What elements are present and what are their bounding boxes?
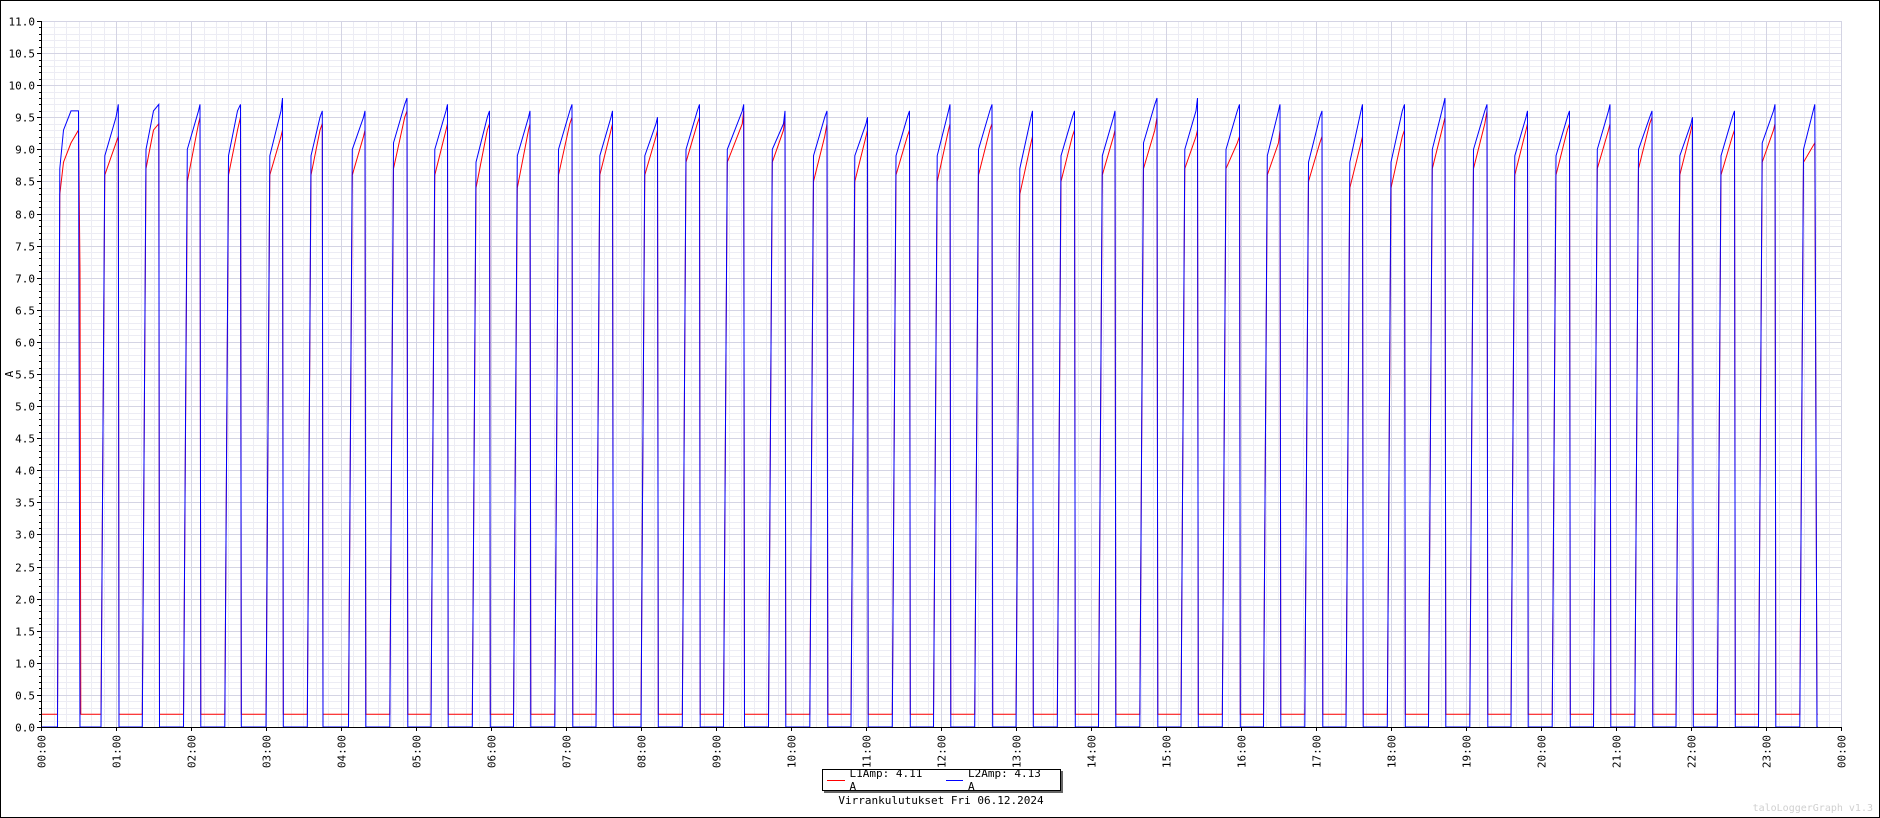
x-tick-label: 10:00 [786, 735, 799, 768]
x-tick-label: 16:00 [1236, 735, 1249, 768]
x-tick-label: 13:00 [1011, 735, 1024, 768]
y-tick-label: 9.0 [15, 144, 35, 157]
y-tick-label: 1.0 [15, 658, 35, 671]
y-tick-label: 11.0 [9, 16, 36, 29]
x-tick-label: 21:00 [1611, 735, 1624, 768]
legend-entry-l1: L1Amp: 4.11 A [827, 767, 934, 793]
y-tick-label: 4.0 [15, 465, 35, 478]
y-tick-label: 5.0 [15, 401, 35, 414]
x-tick-label: 23:00 [1761, 735, 1774, 768]
x-tick-label: 12:00 [936, 735, 949, 768]
x-tick-label: 00:00 [36, 735, 49, 768]
y-tick-label: 1.5 [15, 626, 35, 639]
y-tick-label: 2.0 [15, 594, 35, 607]
x-tick-label: 15:00 [1161, 735, 1174, 768]
y-tick-label: 0.5 [15, 690, 35, 703]
x-tick-label: 19:00 [1461, 735, 1474, 768]
y-tick-label: 3.0 [15, 529, 35, 542]
chart-caption: Virrankulutukset Fri 06.12.2024 [838, 794, 1044, 807]
x-tick-label: 07:00 [561, 735, 574, 768]
y-tick-label: 0.0 [15, 722, 35, 735]
x-tick-label: 09:00 [711, 735, 724, 768]
watermark: taloLoggerGraph v1.3 [1752, 803, 1873, 814]
x-tick-label: 18:00 [1386, 735, 1399, 768]
x-tick-label: 04:00 [336, 735, 349, 768]
legend-swatch-l2 [945, 779, 964, 781]
x-tick-label: 02:00 [186, 735, 199, 768]
x-tick-label: 08:00 [636, 735, 649, 768]
y-tick-label: 7.0 [15, 273, 35, 286]
x-tick-label: 17:00 [1311, 735, 1324, 768]
y-axis-label: A [3, 370, 16, 377]
y-tick-label: 3.5 [15, 497, 35, 510]
y-tick-label: 6.5 [15, 305, 35, 318]
x-tick-label: 06:00 [486, 735, 499, 768]
x-tick-label: 05:00 [411, 735, 424, 768]
x-tick-label: 00:00 [1836, 735, 1849, 768]
legend-swatch-l1 [827, 779, 845, 781]
x-tick-label: 14:00 [1086, 735, 1099, 768]
series-line-2 [41, 97, 1818, 728]
y-tick-label: 9.5 [15, 112, 35, 125]
x-tick-label: 20:00 [1536, 735, 1549, 768]
y-tick-label: 8.0 [15, 209, 35, 222]
x-tick-label: 22:00 [1686, 735, 1699, 768]
y-tick-label: 5.5 [15, 369, 35, 382]
y-tick-label: 6.0 [15, 337, 35, 350]
x-tick-label: 01:00 [111, 735, 124, 768]
x-tick-label: 03:00 [261, 735, 274, 768]
y-tick-label: 7.5 [15, 241, 35, 254]
legend: L1Amp: 4.11 A L2Amp: 4.13 A [822, 767, 1061, 793]
y-tick-label: 10.5 [9, 48, 36, 61]
legend-label-l1: L1Amp: 4.11 A [849, 767, 923, 793]
legend-entry-l2: L2Amp: 4.13 A [945, 767, 1053, 793]
y-tick-label: 10.0 [9, 80, 36, 93]
legend-label-l2: L2Amp: 4.13 A [968, 767, 1041, 793]
y-tick-label: 8.5 [15, 176, 35, 189]
x-tick-label: 11:00 [861, 735, 874, 768]
y-tick-label: 4.5 [15, 433, 35, 446]
y-tick-label: 2.5 [15, 562, 35, 575]
